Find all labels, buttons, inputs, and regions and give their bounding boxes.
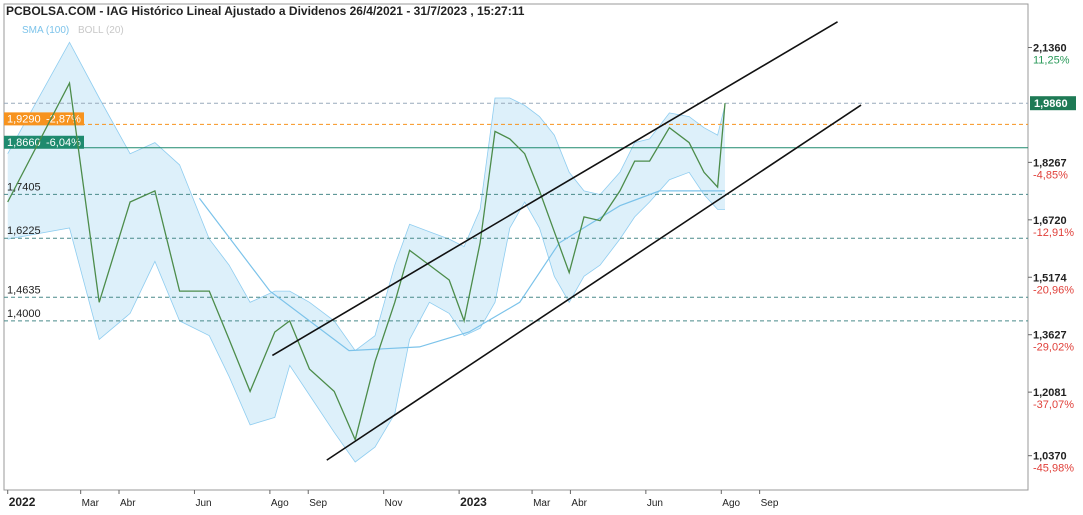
y-tick-change: -37,07% [1033,399,1074,411]
x-tick-label: Sep [309,498,327,509]
y-tick-change: -12,91% [1033,227,1074,239]
x-tick-label: Mar [82,498,100,509]
x-tick-label: Mar [533,498,551,509]
level-badge [4,112,84,126]
x-tick-label: Abr [571,498,587,509]
level-label: 1,4635 [7,284,41,296]
x-tick-label: Abr [120,498,136,509]
y-tick-label: 1,5174 [1033,272,1068,284]
x-tick-label: 2023 [460,495,487,509]
band-line [7,41,726,352]
y-tick-label: 1,8267 [1033,157,1067,169]
x-tick-label: Nov [385,498,403,509]
y-tick-change: -29,02% [1033,342,1074,354]
chart-title: PCBOLSA.COM - IAG Histórico Lineal Ajust… [6,4,525,18]
y-tick-label: 1,3627 [1033,330,1067,342]
level-label: 1,4000 [7,308,41,320]
y-tick-change: -4,85% [1033,169,1068,181]
price-line [7,80,726,442]
x-tick-label: Ago [722,498,740,509]
y-tick-change: -45,98% [1033,463,1074,475]
y-tick-change: -20,96% [1033,284,1074,296]
x-tick-label: Jun [195,498,211,509]
last-price-label: 1,9860 [1034,98,1068,110]
x-tick-label: Ago [271,498,289,509]
level-change: -2,87% [46,113,81,125]
level-badge [4,135,84,149]
legend-item: SMA (100) [22,25,69,36]
legend-item: BOLL (20) [78,25,124,36]
level-label: 1,9290 [7,113,41,125]
y-tick-change: 11,25% [1033,54,1070,66]
y-tick-label: 1,6720 [1033,215,1067,227]
plot-frame [3,3,1029,491]
level-label: 1,8660 [7,137,41,149]
y-tick-label: 1,0370 [1033,451,1067,463]
level-label: 1,7405 [7,181,41,193]
trendline [326,104,862,461]
y-tick-label: 2,1360 [1033,42,1067,54]
sma-line [198,190,725,352]
level-change: -6,04% [46,137,81,149]
last-price-box [1030,96,1076,111]
band-line [7,171,725,463]
band-fill [7,42,725,463]
x-tick-label: 2022 [9,495,36,509]
trendline [271,21,838,357]
level-label: 1,6225 [7,225,41,237]
x-tick-label: Sep [761,498,779,509]
y-tick-label: 1,2081 [1033,387,1067,399]
x-tick-label: Jun [647,498,663,509]
